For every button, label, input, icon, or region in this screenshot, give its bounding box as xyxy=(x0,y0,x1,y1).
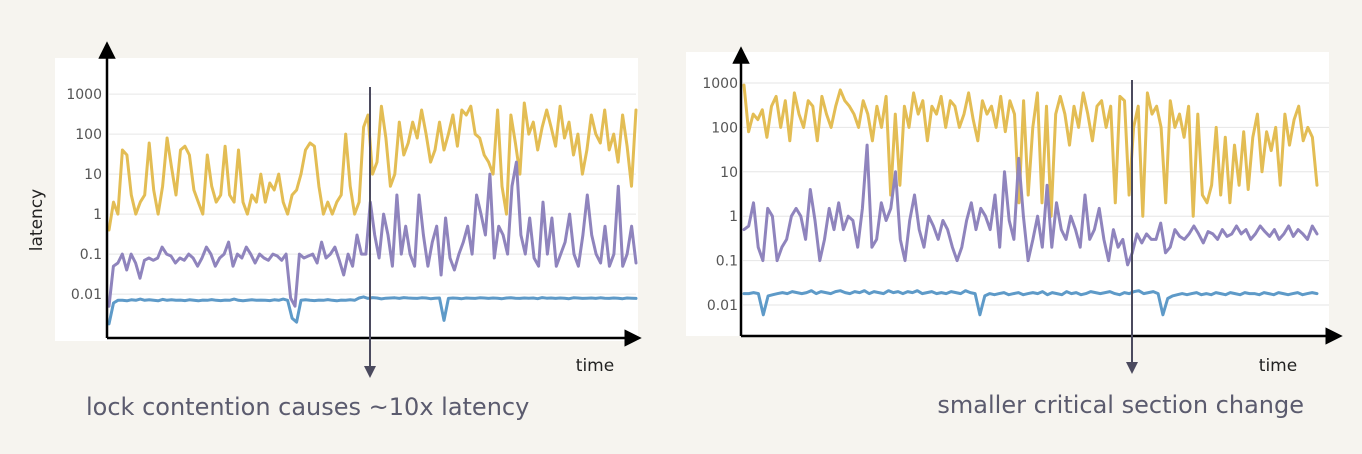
right-chart: 1000 100 10 1 0.1 0.01 time smaller critical … xyxy=(686,46,1343,419)
left-series-line-0 xyxy=(107,101,638,232)
right-y-tick-label-2: 10 xyxy=(720,165,738,181)
right-series-line-0 xyxy=(742,83,1319,218)
right-series-line-2 xyxy=(742,289,1319,317)
right-y-tick-label-5: 0.01 xyxy=(707,298,738,314)
right-chart-y-tick-labels: 1000 100 10 1 0.1 0.01 xyxy=(702,76,738,314)
left-caption: lock contention causes ~10x latency xyxy=(86,393,529,421)
right-y-tick-label-1: 100 xyxy=(711,120,738,136)
left-series-line-2 xyxy=(107,295,638,326)
right-chart-series xyxy=(742,83,1319,317)
right-y-tick-label-4: 0.1 xyxy=(716,254,738,270)
left-y-tick-label-2: 10 xyxy=(84,167,102,183)
left-chart-y-tick-labels: 1000 100 10 1 0.1 0.01 xyxy=(66,87,102,303)
right-y-tick-label-0: 1000 xyxy=(702,76,738,92)
left-y-tick-label-0: 1000 xyxy=(66,87,102,103)
right-x-axis-title: time xyxy=(1259,356,1297,376)
right-caption: smaller critical section change xyxy=(937,391,1304,419)
left-y-axis-title: latency xyxy=(27,189,47,251)
left-y-tick-label-4: 0.1 xyxy=(80,247,102,263)
left-x-axis-title: time xyxy=(576,356,614,376)
left-y-tick-label-3: 1 xyxy=(93,207,102,223)
right-y-tick-label-3: 1 xyxy=(729,209,738,225)
left-y-tick-label-5: 0.01 xyxy=(71,287,102,303)
left-y-tick-label-1: 100 xyxy=(75,127,102,143)
left-chart: 1000 100 10 1 0.1 0.01 latency time lock cont… xyxy=(27,41,642,421)
left-series-line-1 xyxy=(107,160,638,308)
right-series-line-1 xyxy=(742,143,1319,267)
left-chart-series xyxy=(107,101,638,326)
